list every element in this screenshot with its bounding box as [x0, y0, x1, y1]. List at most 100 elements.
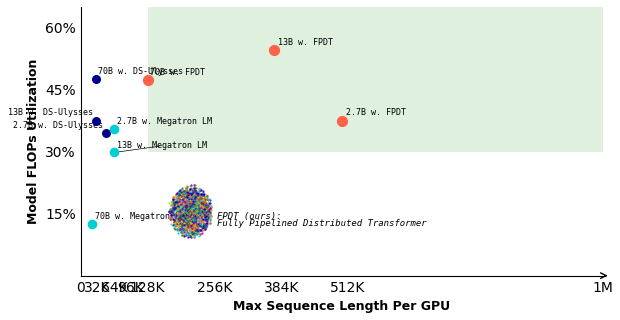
Point [192, 229, 202, 234]
Point [201, 216, 211, 221]
Point [204, 208, 214, 213]
Point [181, 211, 191, 216]
Point [172, 195, 182, 200]
Point [178, 209, 188, 214]
Point [187, 205, 197, 210]
Point [194, 208, 204, 213]
Point [184, 204, 194, 209]
Point [186, 192, 196, 197]
Point [185, 206, 195, 212]
Point [185, 210, 195, 215]
Point [183, 203, 193, 208]
Point [205, 210, 215, 215]
Point [186, 209, 196, 214]
Point [181, 219, 191, 224]
Point [182, 220, 192, 225]
Point [195, 210, 205, 215]
Point [192, 212, 202, 217]
Point [178, 214, 188, 220]
Point [179, 197, 189, 202]
Point [188, 207, 198, 212]
Point [185, 214, 195, 219]
Point [175, 204, 185, 209]
Point [188, 208, 198, 213]
Point [205, 217, 215, 222]
Point [169, 220, 179, 225]
Point [166, 203, 175, 208]
Point [192, 220, 202, 226]
Point [169, 222, 179, 227]
Point [184, 207, 193, 212]
Point [167, 200, 177, 205]
Point [190, 221, 200, 227]
Point [173, 214, 183, 219]
Point [172, 206, 182, 211]
Point [190, 217, 200, 222]
Point [200, 226, 210, 231]
Text: 70B w. DS-Ulysses: 70B w. DS-Ulysses [95, 67, 183, 79]
Point [171, 221, 181, 226]
Point [172, 201, 182, 206]
Point [186, 200, 196, 205]
Point [178, 231, 188, 236]
Point [187, 208, 197, 213]
Point [190, 194, 200, 199]
Point [199, 203, 209, 208]
Point [184, 199, 193, 204]
Point [187, 223, 197, 228]
Point [199, 213, 209, 219]
Point [187, 209, 197, 214]
Point [202, 221, 212, 226]
Point [177, 197, 187, 202]
Point [180, 197, 190, 203]
Point [190, 201, 200, 206]
Point [190, 231, 200, 236]
Point [187, 231, 197, 236]
Point [181, 203, 191, 208]
Point [181, 228, 191, 234]
Point [187, 190, 197, 196]
Point [194, 212, 204, 218]
Point [179, 212, 189, 217]
Point [183, 208, 193, 213]
Point [181, 227, 191, 232]
Point [190, 210, 200, 215]
Point [170, 193, 180, 198]
Point [187, 210, 197, 215]
Point [203, 208, 213, 213]
Point [185, 210, 195, 215]
Point [187, 213, 197, 219]
Point [193, 191, 203, 196]
Point [185, 212, 195, 218]
Point [185, 211, 195, 216]
Point [187, 208, 197, 213]
Point [182, 195, 192, 200]
Point [185, 210, 195, 215]
Point [169, 225, 179, 230]
Point [183, 204, 193, 209]
Point [179, 201, 189, 206]
Point [190, 196, 200, 201]
Point [179, 231, 188, 236]
Point [177, 210, 187, 215]
Point [172, 193, 182, 198]
Point [202, 193, 212, 198]
Point [196, 209, 206, 214]
Point [167, 208, 177, 213]
Point [168, 204, 178, 209]
Point [169, 211, 179, 216]
Point [198, 199, 208, 204]
Point [180, 221, 190, 226]
Point [182, 214, 192, 219]
Point [186, 199, 196, 204]
Point [181, 192, 191, 197]
Point [174, 219, 184, 224]
Point [184, 213, 193, 218]
Point [176, 218, 186, 223]
Point [195, 224, 205, 229]
Point [202, 197, 211, 202]
Point [206, 207, 216, 212]
Point [187, 211, 197, 216]
Point [185, 221, 195, 226]
Point [182, 191, 192, 196]
